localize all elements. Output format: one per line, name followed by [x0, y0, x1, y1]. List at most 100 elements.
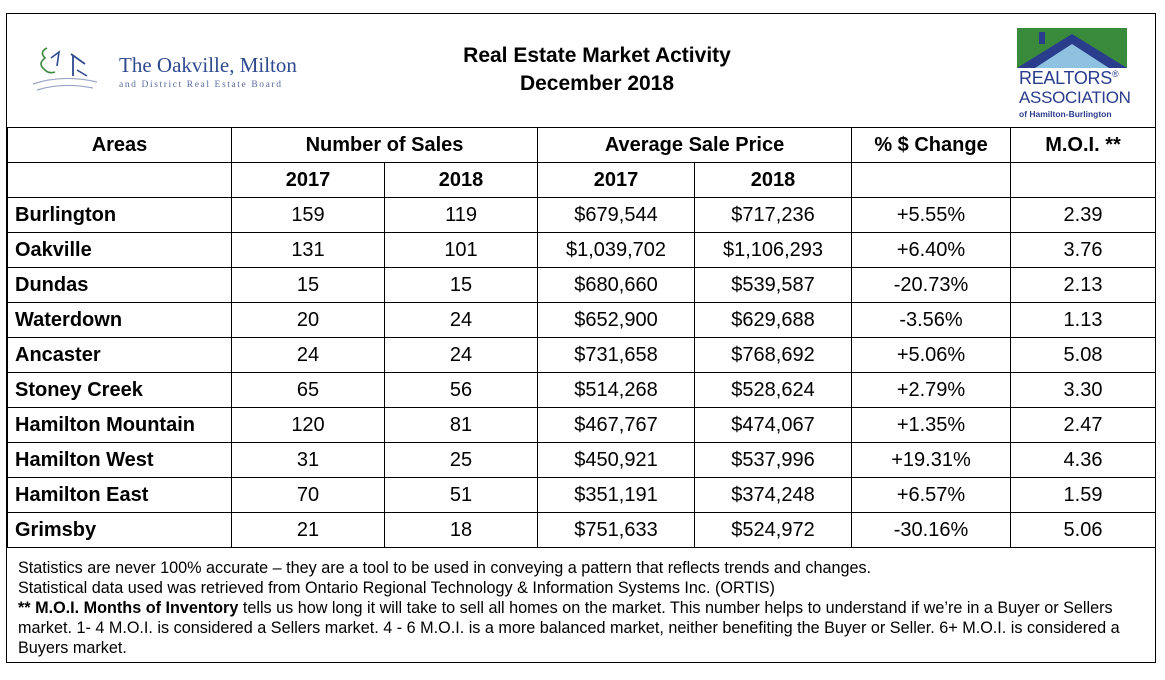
subheader-price-2017: 2017	[537, 162, 696, 198]
sales-2017-cell: 20	[231, 302, 385, 338]
title-line-1: Real Estate Market Activity	[463, 44, 731, 67]
table-row: Grimsby 21 18 $751,633 $524,972 -30.16% …	[7, 512, 1157, 548]
table-row: Hamilton Mountain 120 81 $467,767 $474,0…	[7, 407, 1157, 443]
header-percent-change: % $ Change	[851, 127, 1012, 163]
area-cell: Waterdown	[7, 302, 232, 338]
table-row: Waterdown 20 24 $652,900 $629,688 -3.56%…	[7, 302, 1157, 338]
price-2018-cell: $374,248	[694, 477, 853, 513]
report-title: Real Estate Market Activity December 201…	[367, 42, 827, 98]
sales-2017-cell: 120	[231, 407, 385, 443]
price-2018-cell: $629,688	[694, 302, 853, 338]
header-average-sale-price: Average Sale Price	[537, 127, 853, 163]
sales-2018-cell: 56	[383, 372, 539, 408]
table-row: Dundas 15 15 $680,660 $539,587 -20.73% 2…	[7, 267, 1157, 303]
area-cell: Dundas	[7, 267, 232, 303]
board-subtitle: and District Real Estate Board	[119, 80, 283, 90]
sales-2018-cell: 24	[383, 302, 539, 338]
sales-2018-cell: 25	[383, 442, 539, 478]
sales-2017-cell: 131	[231, 232, 385, 268]
subheader-sales-2017: 2017	[231, 162, 385, 198]
realtors-word: REALTORS®	[1019, 68, 1119, 88]
sales-2017-cell: 31	[231, 442, 385, 478]
price-2018-cell: $474,067	[694, 407, 853, 443]
moi-cell: 5.08	[1010, 337, 1157, 373]
association-word: ASSOCIATION	[1019, 88, 1131, 107]
sales-2018-cell: 101	[383, 232, 539, 268]
table-row: Hamilton West 31 25 $450,921 $537,996 +1…	[7, 442, 1157, 478]
association-region: of Hamilton-Burlington	[1019, 109, 1112, 119]
board-name: The Oakville, Milton	[119, 53, 297, 77]
price-2018-cell: $717,236	[694, 197, 853, 233]
market-activity-table: Areas Number of Sales Average Sale Price…	[7, 127, 1157, 548]
subheader-blank	[1010, 162, 1157, 198]
note-moi-definition: tells us how long it will take to sell a…	[18, 599, 1120, 657]
table-row: Ancaster 24 24 $731,658 $768,692 +5.06% …	[7, 337, 1157, 373]
price-2017-cell: $652,900	[537, 302, 696, 338]
moi-cell: 2.13	[1010, 267, 1157, 303]
note-moi-term: ** M.O.I. Months of Inventory	[18, 599, 239, 617]
sales-2018-cell: 18	[383, 512, 539, 548]
moi-cell: 1.13	[1010, 302, 1157, 338]
note-accuracy: Statistics are never 100% accurate – the…	[18, 559, 872, 577]
sales-2017-cell: 21	[231, 512, 385, 548]
price-2018-cell: $537,996	[694, 442, 853, 478]
area-cell: Hamilton Mountain	[7, 407, 232, 443]
moi-cell: 2.39	[1010, 197, 1157, 233]
note-moi: ** M.O.I. Months of Inventory tells us h…	[18, 598, 1144, 658]
price-2018-cell: $524,972	[694, 512, 853, 548]
moi-cell: 1.59	[1010, 477, 1157, 513]
subheader-sales-2018: 2018	[383, 162, 539, 198]
sales-2017-cell: 65	[231, 372, 385, 408]
table-row: Oakville 131 101 $1,039,702 $1,106,293 +…	[7, 232, 1157, 268]
change-cell: -20.73%	[851, 267, 1012, 303]
area-cell: Grimsby	[7, 512, 232, 548]
price-2017-cell: $731,658	[537, 337, 696, 373]
area-cell: Burlington	[7, 197, 232, 233]
area-cell: Stoney Creek	[7, 372, 232, 408]
price-2017-cell: $679,544	[537, 197, 696, 233]
price-2018-cell: $528,624	[694, 372, 853, 408]
sales-2018-cell: 119	[383, 197, 539, 233]
moi-cell: 4.36	[1010, 442, 1157, 478]
subheader-blank	[7, 162, 232, 198]
change-cell: +19.31%	[851, 442, 1012, 478]
roof-mark-icon	[1017, 28, 1127, 68]
sales-2018-cell: 81	[383, 407, 539, 443]
sales-2018-cell: 15	[383, 267, 539, 303]
area-cell: Hamilton West	[7, 442, 232, 478]
change-cell: -3.56%	[851, 302, 1012, 338]
header-row: Areas Number of Sales Average Sale Price…	[7, 127, 1157, 163]
subheader-row: 2017 2018 2017 2018	[7, 162, 1157, 198]
header-areas: Areas	[7, 127, 232, 163]
sales-2017-cell: 24	[231, 337, 385, 373]
moi-cell: 3.76	[1010, 232, 1157, 268]
header-number-of-sales: Number of Sales	[230, 127, 539, 163]
area-cell: Hamilton East	[7, 477, 232, 513]
table-row: Burlington 159 119 $679,544 $717,236 +5.…	[7, 197, 1157, 233]
report-header: The Oakville, Milton and District Real E…	[7, 14, 1155, 128]
change-cell: +5.06%	[851, 337, 1012, 373]
change-cell: +5.55%	[851, 197, 1012, 233]
price-2018-cell: $768,692	[694, 337, 853, 373]
tree-house-icon	[32, 47, 98, 91]
subheader-price-2018: 2018	[694, 162, 853, 198]
change-cell: +2.79%	[851, 372, 1012, 408]
area-cell: Ancaster	[7, 337, 232, 373]
price-2017-cell: $1,039,702	[537, 232, 696, 268]
title-line-2: December 2018	[519, 72, 675, 95]
price-2017-cell: $680,660	[537, 267, 696, 303]
table-row: Hamilton East 70 51 $351,191 $374,248 +6…	[7, 477, 1157, 513]
price-2017-cell: $450,921	[537, 442, 696, 478]
area-cell: Oakville	[7, 232, 232, 268]
moi-cell: 3.30	[1010, 372, 1157, 408]
price-2017-cell: $751,633	[537, 512, 696, 548]
oakville-board-logo: The Oakville, Milton and District Real E…	[29, 40, 329, 100]
table-row: Stoney Creek 65 56 $514,268 $528,624 +2.…	[7, 372, 1157, 408]
sales-2017-cell: 159	[231, 197, 385, 233]
sales-2018-cell: 51	[383, 477, 539, 513]
change-cell: +6.57%	[851, 477, 1012, 513]
note-source: Statistical data used was retrieved from…	[18, 579, 775, 597]
sales-2018-cell: 24	[383, 337, 539, 373]
footnotes: Statistics are never 100% accurate – the…	[7, 554, 1155, 663]
report-page: The Oakville, Milton and District Real E…	[6, 13, 1157, 663]
